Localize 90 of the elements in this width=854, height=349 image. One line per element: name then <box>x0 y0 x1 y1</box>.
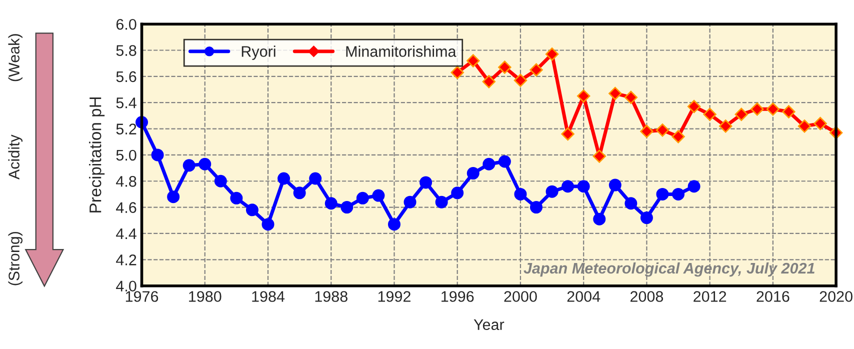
point <box>530 201 543 214</box>
legend-label: Ryori <box>242 46 276 60</box>
point <box>246 204 258 216</box>
point <box>388 218 400 231</box>
point <box>766 102 780 116</box>
point <box>498 155 511 168</box>
point <box>562 180 574 193</box>
x-tick-label: 1984 <box>252 291 285 302</box>
point <box>356 192 369 204</box>
point <box>577 180 590 193</box>
point <box>372 189 385 202</box>
text: Acidity <box>8 134 22 180</box>
y-tick-label: 6.0 <box>116 18 136 30</box>
point <box>514 74 528 87</box>
y-tick-label: 5.6 <box>116 71 136 82</box>
legend-label: Minamitorishima <box>346 46 456 57</box>
y-tick-label: 4.4 <box>116 228 136 240</box>
x-tick-label: 1992 <box>378 291 410 302</box>
x-tick-label: 1980 <box>189 291 222 302</box>
x-axis-title: Year <box>474 319 504 330</box>
text: (Weak) <box>8 34 22 82</box>
point <box>530 63 543 76</box>
x-tick-label: 1988 <box>315 291 348 302</box>
point <box>656 188 669 200</box>
point <box>293 186 306 200</box>
x-tick-label: 2004 <box>567 291 600 302</box>
point <box>404 196 416 208</box>
y-tick-label: 4.2 <box>116 254 136 266</box>
y-tick-label: 4.0 <box>116 280 136 292</box>
point <box>561 127 574 141</box>
point <box>482 158 496 170</box>
y-tick-label: 4.8 <box>116 176 136 187</box>
x-tick-label: 2020 <box>820 291 852 302</box>
point <box>798 120 812 133</box>
point <box>466 167 480 180</box>
point <box>608 178 622 192</box>
point <box>498 60 512 74</box>
point <box>450 66 464 80</box>
point <box>545 48 559 61</box>
point <box>420 176 432 189</box>
point <box>230 192 243 204</box>
point <box>750 102 764 116</box>
point <box>782 105 796 118</box>
y-tick-label: 4.6 <box>116 202 136 213</box>
point <box>687 100 701 114</box>
point <box>451 186 464 200</box>
point <box>672 130 685 144</box>
x-tick-label: 2000 <box>504 291 537 302</box>
point <box>593 212 606 226</box>
y-tick-label: 5.8 <box>116 45 136 56</box>
point <box>198 158 212 170</box>
y-axis-title: Precipitation pH <box>89 97 105 212</box>
point <box>640 212 653 224</box>
y-tick-label: 5.2 <box>116 124 136 134</box>
point <box>151 148 164 162</box>
point <box>814 116 827 130</box>
point <box>514 188 527 200</box>
point <box>340 201 354 214</box>
point <box>608 86 622 100</box>
point <box>577 89 590 103</box>
point <box>703 108 716 121</box>
x-tick-label: 1976 <box>126 291 158 302</box>
point <box>309 172 322 185</box>
x-tick-label: 2012 <box>694 291 726 302</box>
x-tick-label: 2008 <box>630 291 664 302</box>
point <box>466 54 480 68</box>
point <box>278 172 290 185</box>
point <box>688 180 700 193</box>
point <box>640 124 654 138</box>
point <box>182 159 196 172</box>
point <box>435 196 448 208</box>
x-tick-label: 1996 <box>442 291 474 302</box>
point <box>592 150 606 163</box>
point <box>719 120 732 133</box>
point <box>482 75 496 88</box>
annotation: Japan Meteorological Agency, July 2021 <box>524 262 814 277</box>
y-tick-label: 5.4 <box>116 98 136 108</box>
point <box>167 190 180 204</box>
point <box>546 185 558 198</box>
point <box>734 108 748 121</box>
text: (Strong) <box>8 232 22 286</box>
point <box>672 188 685 200</box>
point <box>624 90 638 104</box>
point <box>624 197 638 210</box>
point <box>214 174 227 188</box>
point <box>324 197 338 210</box>
y-tick-label: 5.0 <box>116 150 136 161</box>
point <box>262 218 274 231</box>
x-tick-label: 2016 <box>756 291 790 302</box>
point <box>656 124 670 137</box>
